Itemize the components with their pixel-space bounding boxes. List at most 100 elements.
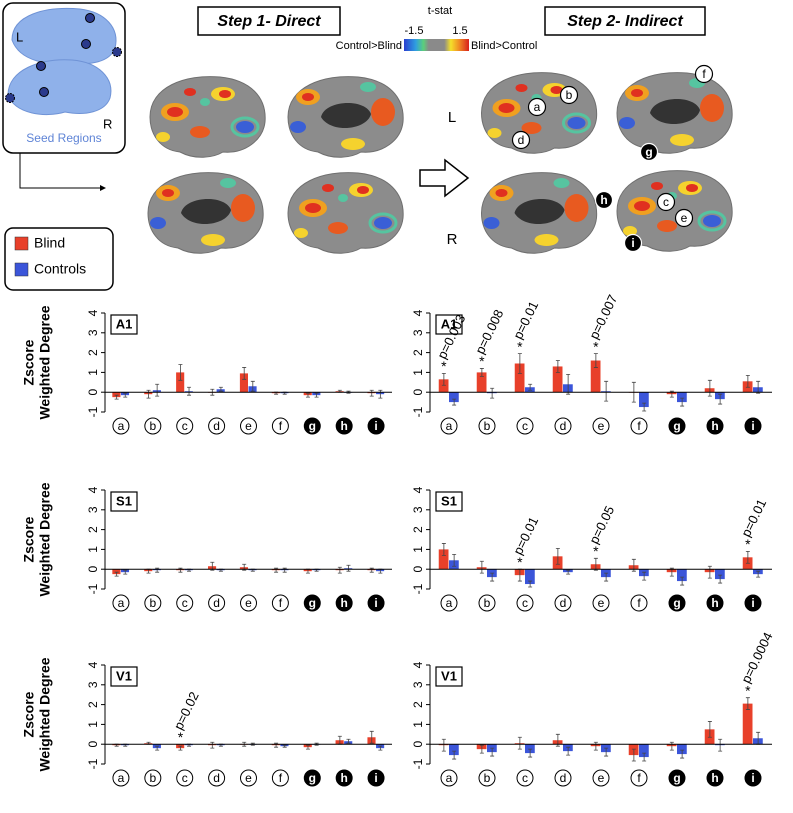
y-tick-label: 4 — [411, 309, 425, 316]
legend-box — [4, 227, 114, 291]
error-bar — [756, 380, 761, 394]
x-tick-label: b — [149, 596, 156, 610]
x-tick-label: c — [522, 771, 528, 785]
error-bar — [718, 738, 723, 752]
error-bar — [218, 386, 223, 392]
x-tick-label: h — [340, 419, 347, 433]
chart-title: A1 — [116, 316, 133, 331]
brain-marker-label: a — [534, 100, 541, 114]
legend-label: Controls — [34, 261, 86, 277]
error-bar — [314, 392, 319, 398]
bar — [715, 569, 725, 580]
title-box — [110, 314, 138, 335]
x-tick-label: i — [374, 419, 377, 433]
brain-image — [617, 73, 732, 154]
error-bar — [707, 379, 712, 397]
category-marker — [668, 769, 686, 787]
bar — [476, 372, 487, 393]
error-bar — [123, 569, 128, 575]
category-marker — [335, 769, 353, 787]
bar — [239, 373, 248, 393]
y-axis-label: Zscore — [21, 339, 37, 385]
error-bar — [378, 745, 383, 751]
seed-dot — [81, 39, 91, 49]
category-marker — [144, 594, 162, 612]
category-marker — [240, 594, 257, 612]
x-tick-label: e — [245, 419, 252, 433]
error-bar — [441, 738, 446, 752]
category-marker — [303, 594, 321, 612]
error-bar — [155, 383, 160, 397]
error-bar — [555, 360, 560, 373]
p-value-label: p=0.02 — [171, 689, 202, 732]
error-bar — [631, 748, 636, 762]
bar — [525, 569, 535, 585]
significance-marker: * — [479, 353, 485, 369]
x-tick-label: g — [673, 419, 680, 433]
brain-marker — [559, 85, 579, 105]
error-bar — [369, 389, 374, 397]
category-marker — [630, 417, 648, 435]
category-marker — [744, 769, 762, 787]
legend-swatch — [14, 262, 29, 277]
colorbar-title: t-stat — [428, 5, 452, 17]
category-marker — [592, 417, 610, 435]
category-marker — [440, 594, 458, 612]
error-bar — [707, 565, 712, 579]
y-axis-label: Weighted Degree — [37, 305, 53, 419]
x-tick-label: b — [149, 419, 156, 433]
category-marker — [335, 417, 353, 435]
category-marker — [112, 417, 130, 435]
x-tick-label: e — [598, 419, 605, 433]
brain-marker — [623, 233, 643, 253]
category-marker — [440, 417, 458, 435]
y-axis-label: Weighted Degree — [37, 657, 53, 771]
legend-swatch — [14, 236, 29, 251]
y-tick-label: 4 — [86, 486, 100, 493]
seed-right-label: R — [103, 116, 112, 131]
y-tick-label: -1 — [86, 758, 100, 769]
brain-marker-label: g — [645, 145, 652, 159]
category-marker — [271, 769, 289, 787]
error-bar — [490, 387, 495, 399]
bar — [677, 569, 687, 582]
p-value-label: p=0.01 — [510, 299, 541, 342]
error-bar — [250, 380, 255, 392]
colorbar-high: 1.5 — [452, 25, 467, 37]
category-marker — [367, 769, 385, 787]
chart-title: V1 — [441, 668, 457, 683]
error-bar — [528, 383, 533, 391]
category-marker — [554, 769, 572, 787]
x-tick-label: c — [182, 771, 188, 785]
x-tick-label: i — [751, 419, 754, 433]
title-box — [435, 314, 463, 335]
error-bar — [187, 386, 192, 396]
y-tick-label: -1 — [86, 583, 100, 594]
x-tick-label: i — [751, 596, 754, 610]
brain-marker-label: f — [702, 67, 706, 81]
y-tick-label: 1 — [86, 369, 100, 376]
brain-marker — [511, 130, 531, 150]
bar — [552, 366, 563, 393]
y-tick-label: 2 — [411, 349, 425, 356]
category-marker — [554, 417, 572, 435]
step-arrow — [419, 158, 470, 198]
error-bar — [718, 574, 723, 584]
seed-dot — [5, 93, 15, 103]
significance-marker: * — [593, 543, 599, 559]
brain-marker-label: b — [566, 88, 573, 102]
category-marker — [668, 417, 686, 435]
bar — [677, 744, 687, 755]
error-bar — [756, 570, 761, 578]
x-tick-label: b — [484, 419, 491, 433]
x-tick-label: a — [118, 771, 125, 785]
error-bar — [604, 572, 609, 582]
error-bar — [718, 393, 723, 405]
chart-title: A1 — [441, 316, 458, 331]
category-marker — [478, 417, 496, 435]
significance-marker: * — [517, 338, 523, 354]
y-tick-label: 0 — [411, 566, 425, 573]
chart-title: V1 — [116, 668, 132, 683]
y-axis-label: Zscore — [21, 691, 37, 737]
